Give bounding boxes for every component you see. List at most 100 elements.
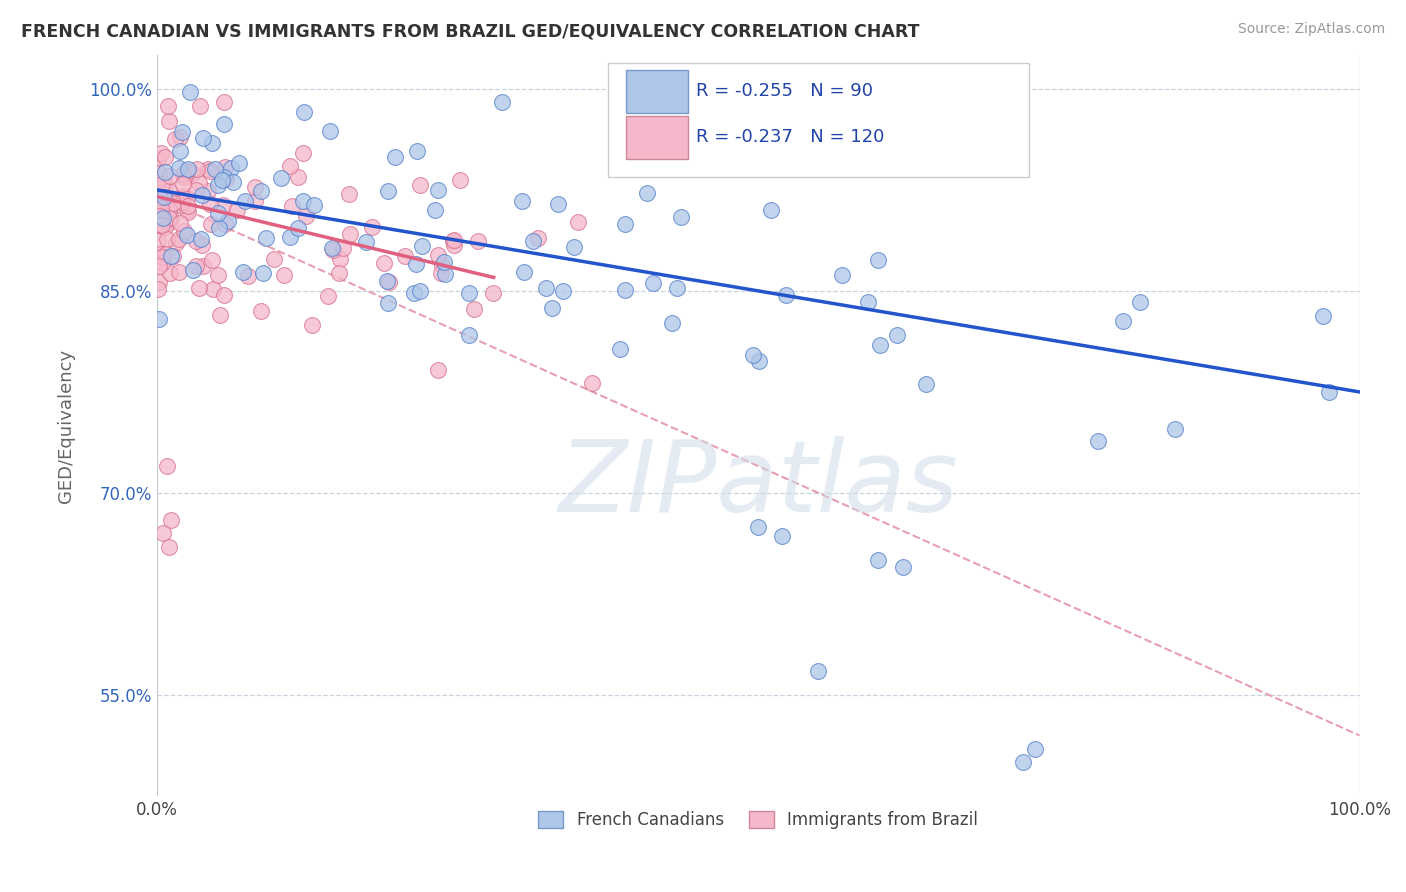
Point <box>212 169 235 184</box>
Point <box>150 191 173 205</box>
Point <box>172 177 194 191</box>
Point <box>866 252 889 267</box>
Point <box>177 199 200 213</box>
Point <box>150 256 173 270</box>
Point <box>152 211 174 226</box>
Point <box>167 265 190 279</box>
Point <box>159 249 181 263</box>
Point <box>176 163 198 178</box>
Point <box>155 219 177 234</box>
Point <box>886 327 908 342</box>
Point <box>204 162 226 177</box>
Point <box>155 150 177 164</box>
Point <box>467 234 489 248</box>
Point <box>200 217 222 231</box>
Point <box>354 235 377 250</box>
Point <box>534 281 557 295</box>
Point <box>291 145 314 160</box>
Point <box>1011 756 1033 770</box>
Point <box>162 249 184 263</box>
Point <box>292 104 315 119</box>
Point <box>167 231 190 245</box>
Point <box>856 295 879 310</box>
Point <box>186 162 208 177</box>
Point <box>186 259 208 273</box>
Point <box>868 553 890 567</box>
Point <box>201 136 224 150</box>
Point <box>190 232 212 246</box>
Point <box>157 540 180 554</box>
Point <box>150 218 173 232</box>
Point <box>207 178 229 193</box>
Point <box>433 254 456 268</box>
Point <box>148 312 170 326</box>
Point <box>463 302 485 317</box>
Point <box>741 348 763 362</box>
Point <box>146 235 169 249</box>
Point <box>179 85 201 99</box>
Point <box>191 130 214 145</box>
Point <box>212 287 235 301</box>
Point <box>156 99 179 113</box>
Point <box>150 250 173 264</box>
Point <box>188 281 211 295</box>
Point <box>254 231 277 245</box>
Point <box>273 268 295 282</box>
Point <box>384 150 406 164</box>
Point <box>1087 434 1109 448</box>
Point <box>236 269 259 284</box>
Point <box>411 239 433 253</box>
Point <box>671 210 693 224</box>
Point <box>1112 314 1135 328</box>
Point <box>427 363 450 377</box>
Point <box>280 199 302 213</box>
Point <box>1129 295 1152 310</box>
Point <box>301 318 323 333</box>
Point <box>207 205 229 219</box>
Point <box>149 213 172 227</box>
FancyBboxPatch shape <box>626 116 689 159</box>
Point <box>263 252 285 266</box>
Point <box>377 184 399 198</box>
Point <box>148 275 170 289</box>
Point <box>775 288 797 302</box>
Point <box>328 267 350 281</box>
Point <box>173 169 195 184</box>
Point <box>159 266 181 280</box>
Point <box>177 162 200 177</box>
Point <box>214 217 236 231</box>
FancyBboxPatch shape <box>626 70 689 113</box>
Point <box>165 131 187 145</box>
Point <box>408 178 430 193</box>
Point <box>434 268 457 282</box>
Point <box>287 169 309 184</box>
Point <box>243 194 266 209</box>
Point <box>176 203 198 218</box>
Point <box>1312 310 1334 324</box>
Point <box>188 176 211 190</box>
Point <box>613 217 636 231</box>
Point <box>609 342 631 356</box>
Point <box>641 276 664 290</box>
Legend: French Canadians, Immigrants from Brazil: French Canadians, Immigrants from Brazil <box>531 805 984 836</box>
Point <box>426 248 449 262</box>
Point <box>291 194 314 208</box>
Point <box>270 171 292 186</box>
Text: R = -0.255   N = 90: R = -0.255 N = 90 <box>696 82 873 100</box>
FancyBboxPatch shape <box>607 62 1029 178</box>
Point <box>1164 422 1187 436</box>
Point <box>449 173 471 187</box>
Point <box>180 166 202 180</box>
Point <box>148 282 170 296</box>
Point <box>221 161 243 176</box>
Point <box>831 268 853 282</box>
Point <box>198 164 221 178</box>
Point <box>153 190 176 204</box>
Point <box>404 285 426 300</box>
Point <box>207 268 229 282</box>
Point <box>176 191 198 205</box>
Point <box>316 289 339 303</box>
Point <box>807 664 830 678</box>
Point <box>202 282 225 296</box>
Point <box>212 198 235 212</box>
